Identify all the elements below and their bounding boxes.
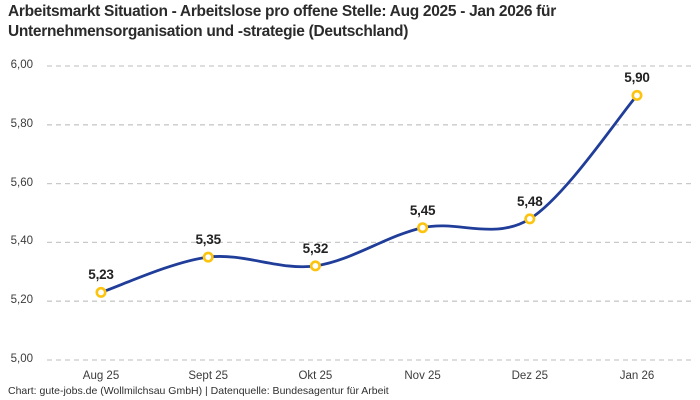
x-axis-tick-label: Jan 26 [619, 370, 655, 382]
x-axis-tick-label: Okt 25 [298, 370, 333, 382]
chart-title-line-2: Unternehmensorganisation und -strategie … [8, 23, 409, 40]
data-point-marker[interactable] [417, 222, 429, 234]
x-axis-tick-label: Sept 25 [188, 370, 229, 382]
data-point-label: 5,35 [195, 232, 221, 248]
x-axis-tick-label: Aug 25 [82, 370, 120, 382]
x-axis-tick-label: Nov 25 [404, 370, 441, 382]
y-axis-tick-label: 5,20 [10, 294, 33, 307]
data-point-marker[interactable] [95, 286, 107, 298]
chart-title: Arbeitsmarkt Situation - Arbeitslose pro… [8, 2, 698, 42]
series-line [99, 94, 639, 294]
gridlines [47, 65, 694, 361]
data-point-marker[interactable] [309, 260, 321, 272]
data-point-label: 5,23 [88, 267, 114, 283]
data-point-marker[interactable] [631, 89, 643, 101]
y-axis-tick-label: 6,00 [10, 59, 33, 71]
y-axis-tick-label: 5,40 [10, 235, 33, 248]
data-point-marker[interactable] [524, 213, 536, 225]
x-axis-tick-label: Dez 25 [511, 370, 549, 382]
data-point-label: 5,32 [302, 240, 329, 256]
y-axis-tick-label: 5,60 [10, 176, 33, 189]
data-point-marker[interactable] [202, 251, 214, 263]
data-point-label: 5,48 [517, 193, 543, 209]
chart-credit: Chart: gute-jobs.de (Wollmilchsau GmbH) … [8, 385, 389, 397]
chart-title-line-1: Arbeitsmarkt Situation - Arbeitslose pro… [8, 3, 556, 20]
data-point-label: 5,45 [409, 202, 436, 218]
data-point-label: 5,90 [624, 70, 650, 86]
y-axis-tick-label: 5,00 [10, 353, 33, 365]
y-axis-tick-label: 5,80 [10, 117, 33, 130]
data-point-markers [95, 89, 643, 298]
